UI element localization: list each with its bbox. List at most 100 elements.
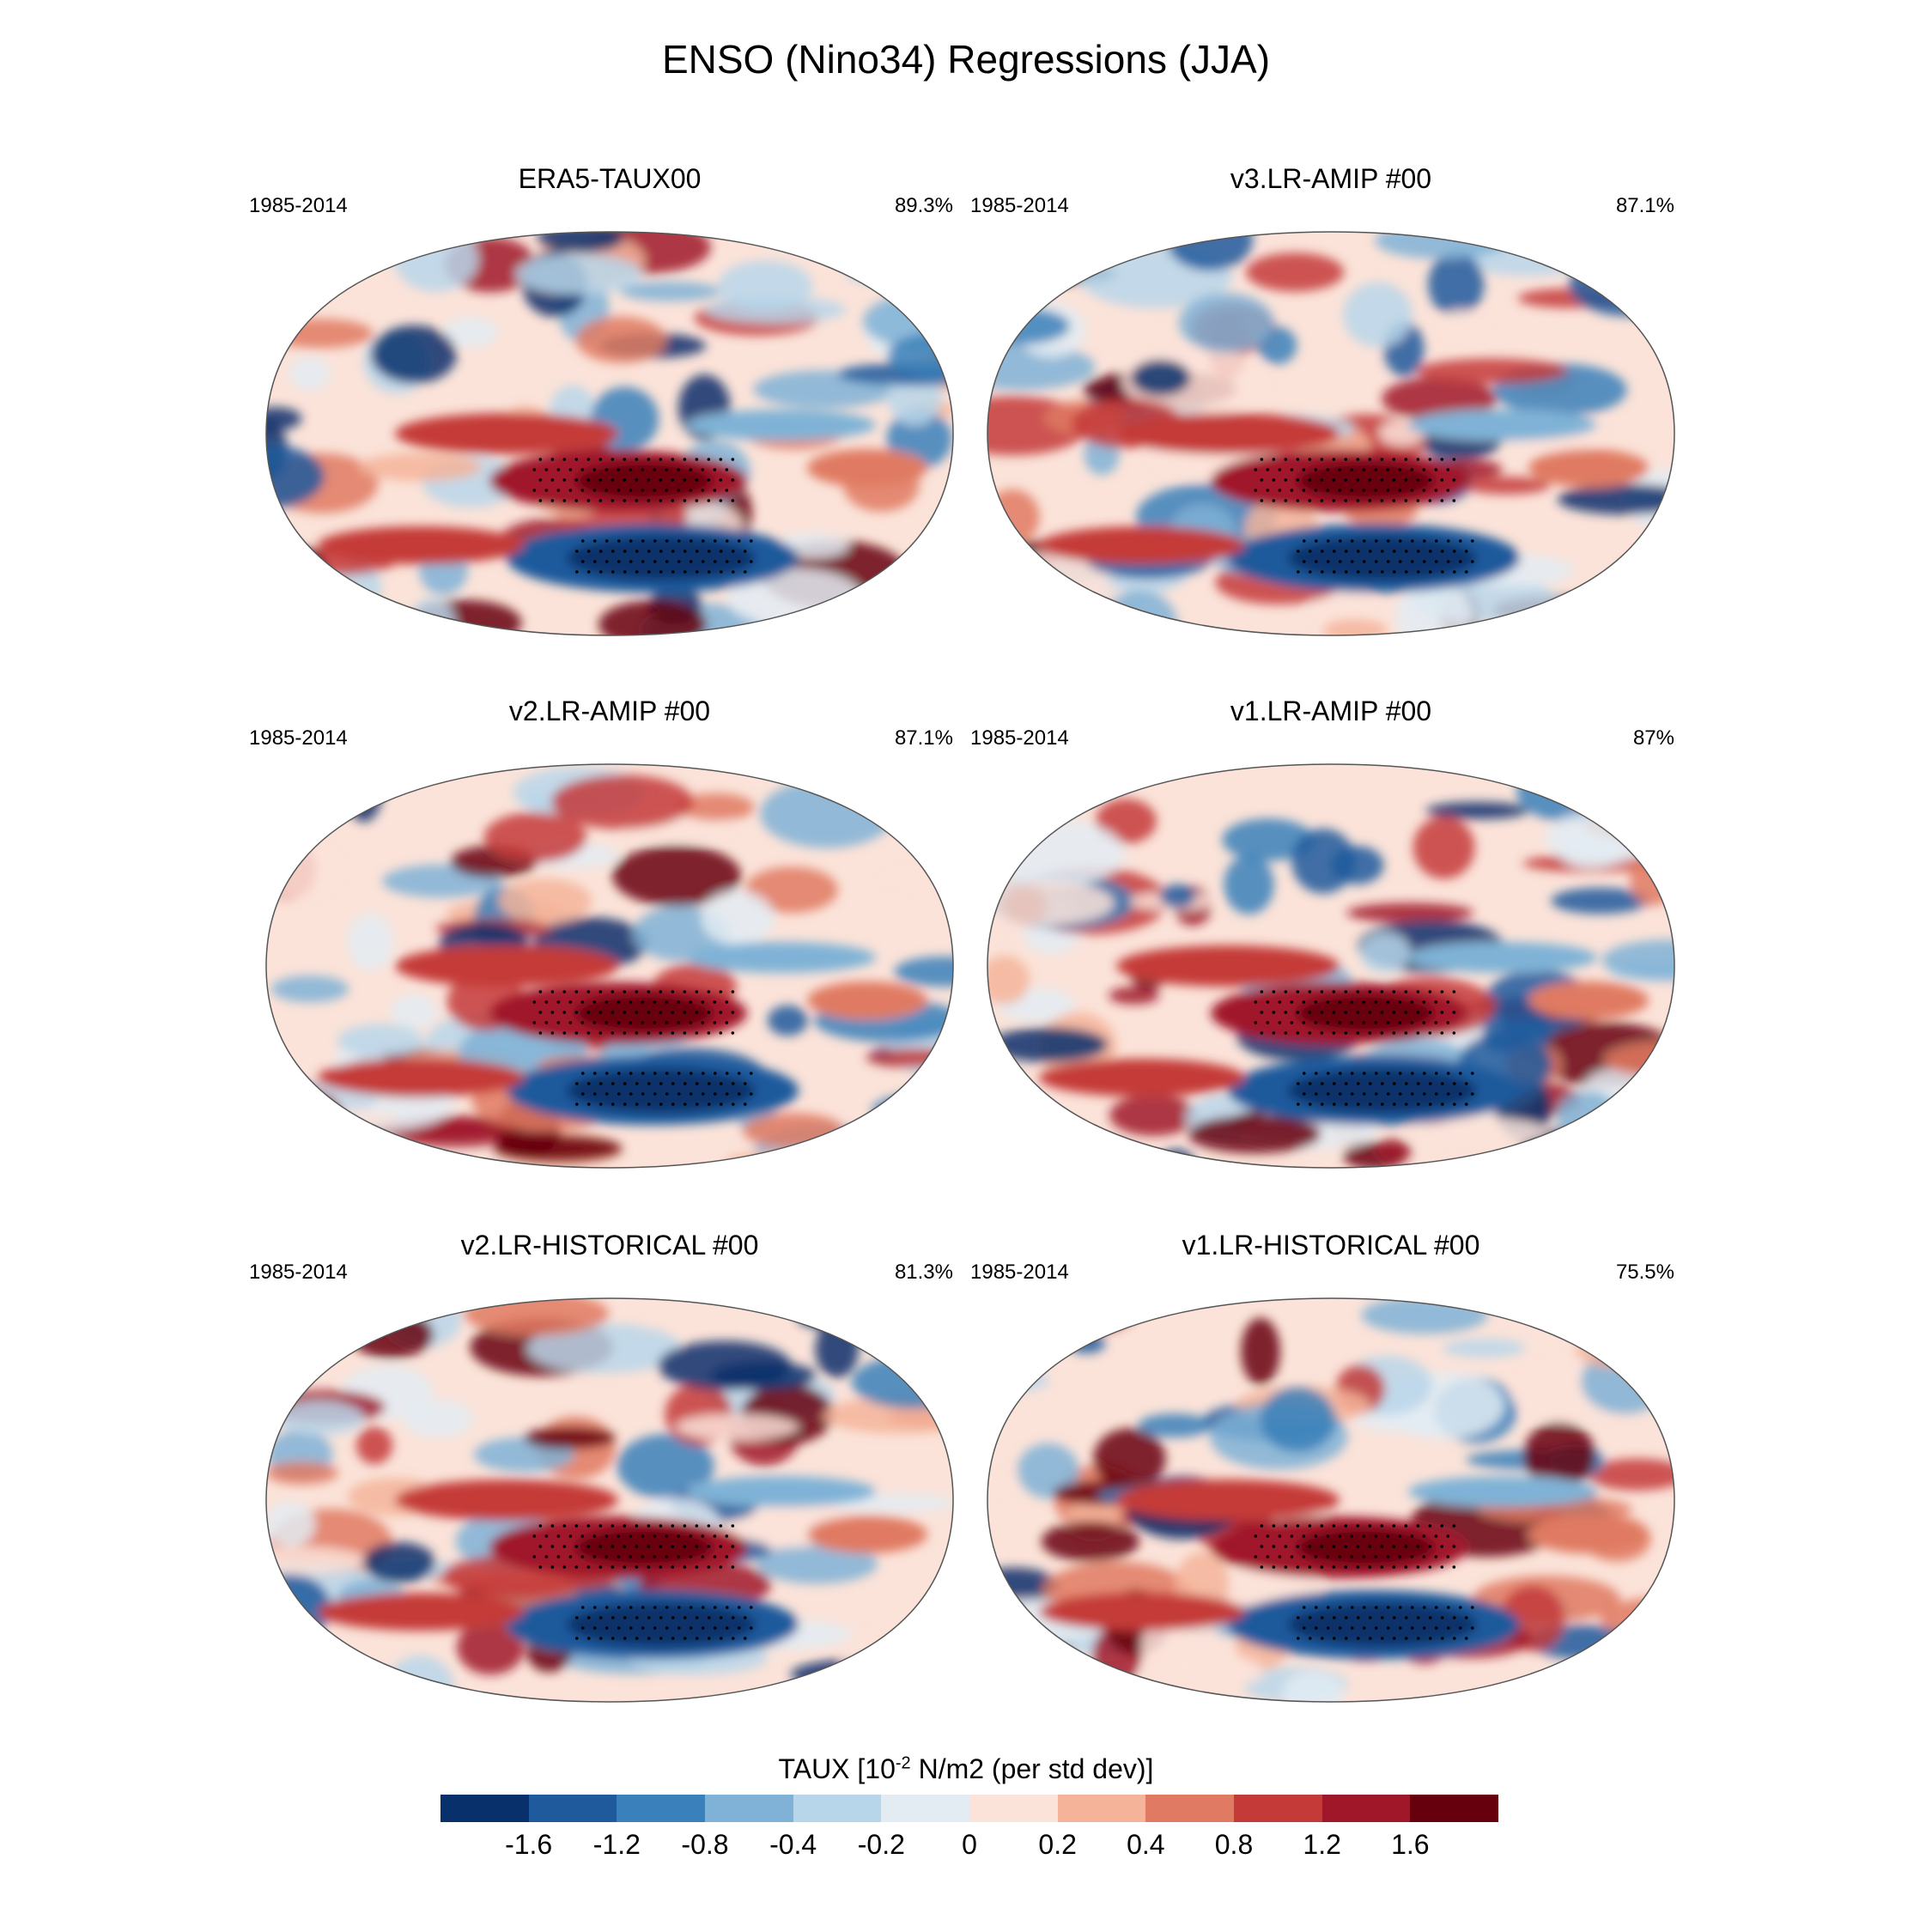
stipple-dot [1392,550,1396,553]
stipple-dot [574,1637,579,1640]
stipple-dot [647,1103,651,1106]
stipple-dot [586,570,591,574]
panel-pattern-correlation: 87.1% [1615,194,1674,217]
stipple-dot [671,1011,675,1014]
stipple-dot [707,458,711,461]
stipple-dot [665,1555,669,1558]
stipple-dot [653,1021,657,1024]
stipple-dot [1278,468,1282,471]
stipple-dot [719,1524,723,1528]
stipple-dot [1452,1616,1456,1619]
colorbar-tick-label: -0.4 [769,1829,817,1860]
map-outline [987,231,1675,636]
stipple-dot [1320,1011,1324,1014]
stipple-dot [647,1082,651,1085]
anomaly-blob [1558,835,1623,869]
stipple-dot [629,468,633,471]
anomaly-blob [815,1321,859,1378]
stipple-dot [574,990,579,993]
stipple-dot [1284,1565,1288,1569]
stipple-dot [1314,489,1318,492]
stipple-dot [1434,1072,1438,1075]
stipple-dot [1338,1072,1342,1075]
stipple-dot [1338,1606,1342,1609]
map-plot [987,231,1675,636]
stipple-dot [611,1545,615,1548]
stipple-dot [683,1545,687,1548]
stipple-dot [550,990,555,993]
anomaly-blob [658,1340,792,1390]
stipple-dot [1374,1092,1378,1096]
stipple-dot [1404,1565,1408,1569]
stipple-dot [1386,1021,1390,1024]
stipple-dot [653,1534,657,1538]
stipple-dot [665,539,669,543]
stipple-dot [1302,1092,1306,1096]
stipple-dot [1410,560,1414,563]
anomaly-blob [523,1426,617,1449]
stipple-dot [1446,1534,1450,1538]
stipple-dot [1446,1092,1450,1096]
stipple-dot [641,1021,645,1024]
stipple-dot [1278,1000,1282,1004]
anomaly-blob [619,281,721,301]
stipple-dot [653,1606,657,1609]
stipple-dot [683,1011,687,1014]
stipple-dot [1428,458,1432,461]
stipple-dot [544,468,549,471]
stipple-dot [731,1616,735,1619]
stipple-dot [719,550,723,553]
stipple-dot [538,1011,543,1014]
stipple-dot [1440,990,1444,993]
stipple-dot [677,1626,681,1630]
colorbar-tick-label: -1.6 [505,1829,553,1860]
map-plot [265,231,954,636]
stipple-dot [1350,1534,1354,1538]
stipple-dot [1350,1072,1354,1075]
stipple-dot [574,1103,579,1106]
stipple-dot [623,1616,627,1619]
stipple-dot [1320,478,1324,482]
anomaly-blob [1359,932,1410,973]
panel-title: v3.LR-AMIP #00 [1230,163,1432,194]
stipple-dot [598,1082,603,1085]
stipple-dot [1404,550,1408,553]
stipple-dot [1272,458,1276,461]
stipple-dot [689,1092,693,1096]
stipple-dot [574,1524,579,1528]
map-outline [265,1297,954,1703]
stipple-dot [689,1626,693,1630]
anomaly-blob [1361,1298,1488,1334]
map-panel: v2.LR-HISTORICAL #00 1985-2014 81.3% [249,1230,970,1710]
colorbar-tick-label: 0.2 [1038,1829,1077,1860]
figure-title: ENSO (Nino34) Regressions (JJA) [661,37,1271,82]
stipple-dot [1392,458,1396,461]
stipple-dot [659,1103,663,1106]
anomaly-blob [760,780,895,848]
anomaly-blob [987,880,1115,927]
stipple-dot [683,1524,687,1528]
anomaly-blob [845,264,953,286]
anomaly-blob [1131,359,1191,396]
stipple-dot [538,1545,543,1548]
stipple-dot [1314,1534,1318,1538]
stipple-dot [683,1103,687,1106]
anomaly-blob [362,1542,435,1583]
stipple-dot [653,1092,657,1096]
stipple-dot [586,458,591,461]
stipple-dot [605,1021,609,1024]
stipple-dot [713,1000,717,1004]
stipple-dot [598,990,603,993]
colorbar-swatch [1057,1795,1146,1822]
stipple-dot [574,1565,579,1569]
stipple-dot [1434,1092,1438,1096]
stipple-dot [1296,1082,1300,1085]
stipple-dot [659,1082,663,1085]
anomaly-feature [687,410,876,440]
stipple-dot [1320,1637,1324,1640]
stipple-dot [532,1021,537,1024]
panel-period: 1985-2014 [970,726,1069,750]
stipple-dot [635,1524,639,1528]
stipple-dot [653,1555,657,1558]
stipple-dot [623,458,627,461]
